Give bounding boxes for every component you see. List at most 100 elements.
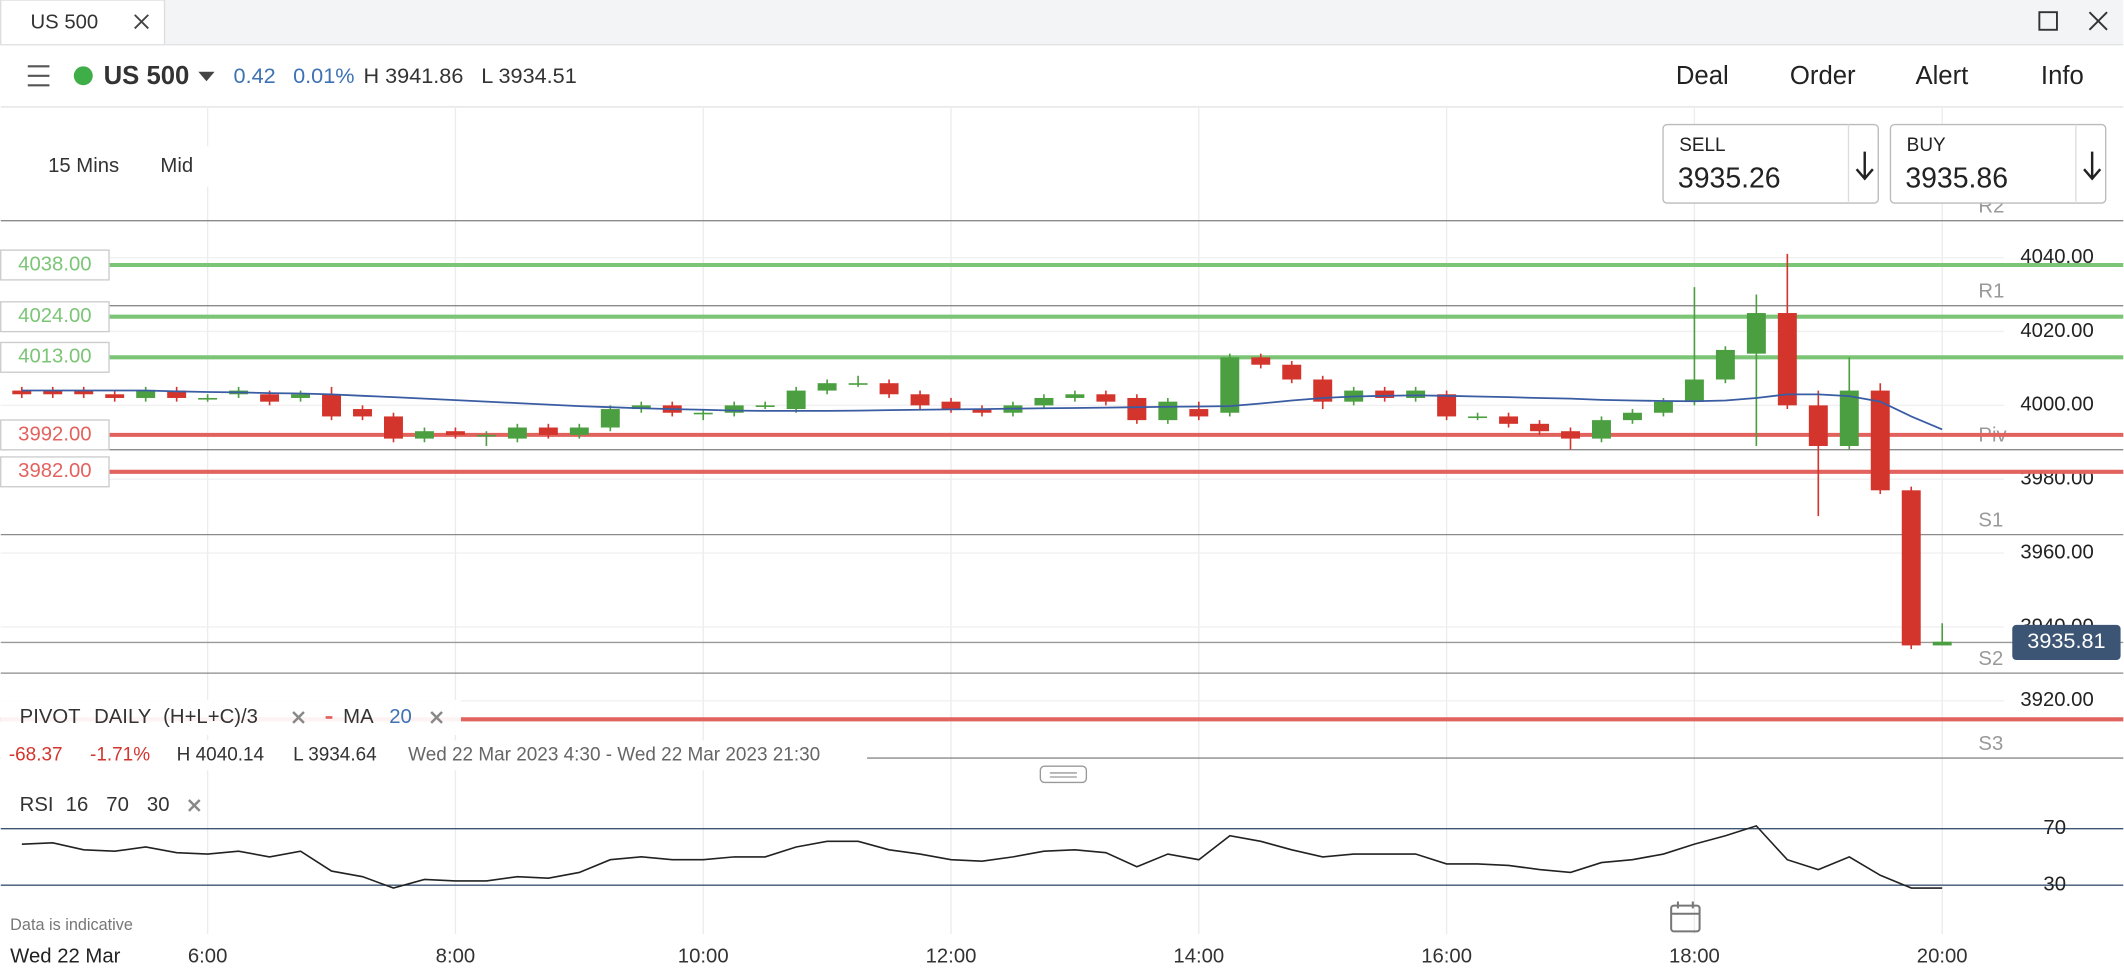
session-low: L 3934.51: [481, 63, 576, 88]
change-pct: 0.01%: [293, 63, 354, 88]
candle-body: [817, 383, 837, 391]
y-tick-label: 4020.00: [2020, 320, 2093, 342]
candle-body: [43, 390, 63, 395]
price-type-button[interactable]: Mid: [160, 155, 193, 177]
tab[interactable]: [0, 0, 166, 46]
candle-body: [1870, 390, 1890, 491]
candle-body: [941, 401, 961, 410]
candle-body: [1808, 405, 1828, 446]
period-range: Wed 22 Mar 2023 4:30 - Wed 22 Mar 2023 2…: [408, 744, 820, 765]
buy-label: BUY: [1907, 135, 1946, 156]
x-tick-label: 18:00: [1669, 945, 1720, 967]
stats-bar: [0, 740, 868, 771]
level-label: 4038.00: [18, 253, 91, 275]
ma-label: MA: [343, 706, 374, 728]
pivot-label: PIVOT: [20, 706, 81, 728]
rsi-lower: 30: [147, 794, 170, 816]
rsi-line: [21, 824, 1943, 889]
maximize-button[interactable]: [2038, 11, 2058, 31]
interval-button[interactable]: 15 Mins: [48, 155, 119, 177]
handle-grip: [1049, 772, 1077, 778]
last-price-label: 3935.81: [2027, 628, 2105, 653]
candle-body: [136, 390, 156, 398]
remove-ma[interactable]: [430, 711, 443, 724]
order-button[interactable]: Order: [1790, 62, 1856, 90]
level-label: 3982.00: [18, 460, 91, 482]
session-high: H 3941.86: [364, 63, 464, 88]
panel-resize-handle[interactable]: [1039, 765, 1088, 784]
candle-body: [1158, 401, 1178, 421]
candle-body: [1839, 390, 1859, 446]
instrument[interactable]: US 500: [104, 62, 190, 90]
candle-body: [167, 390, 187, 398]
candle-body: [786, 390, 806, 410]
chart: 6:00 8:00 10:00 12:00 14:00 16:00 18:00 20:00 39…: [0, 108, 2124, 967]
disclaimer: Data is indicative: [10, 916, 133, 934]
rsi-period: 16: [66, 794, 89, 816]
buy-price: 3935.86: [1905, 163, 2008, 195]
period-high: H 4040.14: [177, 744, 264, 765]
buy-direction: [2083, 151, 2102, 181]
rsi-tick-label: 30: [2043, 874, 2066, 896]
candle-body: [445, 431, 465, 435]
close-button[interactable]: [2088, 11, 2108, 31]
alert-button[interactable]: Alert: [1915, 62, 1968, 90]
candle-body: [569, 427, 589, 435]
candle-body: [1065, 394, 1085, 398]
candle-body: [384, 416, 403, 439]
candle-body: [260, 394, 280, 402]
candle-body: [1932, 641, 1952, 646]
level-label: 3992.00: [18, 423, 91, 445]
candle-body: [1715, 349, 1735, 380]
candle-body: [1437, 394, 1457, 417]
candle-body: [972, 409, 992, 413]
change: 0.42: [234, 63, 276, 88]
calendar-button[interactable]: [1670, 904, 1701, 933]
date-label: Wed 22 Mar: [10, 945, 120, 967]
candle-body: [198, 397, 218, 400]
pivot-period: DAILY: [94, 706, 152, 728]
candle-body: [1777, 313, 1797, 406]
tab-bar: [0, 0, 2124, 45]
sell-button[interactable]: [1662, 123, 1879, 204]
candle-body: [1592, 420, 1611, 439]
tab-close[interactable]: [134, 14, 149, 30]
instrument-caret[interactable]: [198, 71, 215, 82]
level-tag: [0, 456, 110, 488]
indicator-legend: [0, 699, 461, 736]
candle-body: [353, 409, 372, 417]
ma-period: 20: [389, 706, 412, 728]
candle-body: [1622, 412, 1642, 421]
candle-body: [1653, 401, 1673, 413]
candle-body: [74, 390, 94, 395]
rsi-label: RSI: [20, 794, 54, 816]
x-tick-label: 20:00: [1917, 945, 1968, 967]
y-tick-label: 3960.00: [2020, 541, 2093, 563]
menu-icon[interactable]: [27, 65, 50, 87]
y-tick-label: 4000.00: [2020, 394, 2093, 416]
candle-body: [755, 405, 775, 407]
candle-body: [1746, 313, 1766, 354]
pivot-label: S3: [1978, 733, 2003, 755]
ma-line: [21, 389, 1943, 431]
deal-button[interactable]: Deal: [1676, 62, 1729, 90]
x-tick-label: 6:00: [188, 945, 228, 967]
remove-rsi[interactable]: [188, 799, 201, 812]
sell-price: 3935.26: [1678, 163, 1781, 195]
candle-body: [1561, 431, 1580, 439]
candle-body: [1468, 416, 1488, 419]
candle-body: [1901, 490, 1921, 646]
buy-button[interactable]: [1889, 123, 2107, 204]
candle-body: [1499, 416, 1519, 424]
candle-body: [848, 383, 868, 385]
candle-body: [1375, 390, 1395, 398]
info-button[interactable]: Info: [2041, 62, 2084, 90]
candle-body: [414, 431, 434, 439]
candle-body: [724, 405, 744, 413]
level-label: 4024.00: [18, 305, 91, 327]
y-tick-label: 4040.00: [2020, 246, 2093, 268]
remove-pivot[interactable]: [292, 711, 305, 724]
tab-title: US 500: [30, 11, 98, 33]
